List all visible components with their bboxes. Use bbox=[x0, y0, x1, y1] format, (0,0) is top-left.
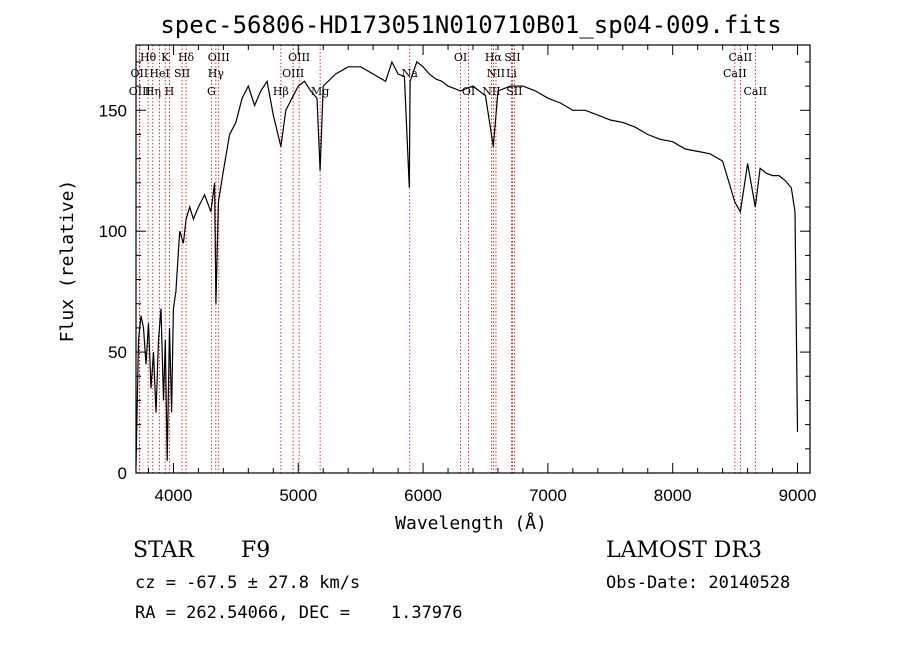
line-label: Li bbox=[506, 67, 517, 80]
line-label: OIII bbox=[282, 67, 304, 80]
line-label: OII bbox=[131, 67, 149, 80]
y-tick-label: 150 bbox=[99, 101, 127, 120]
redshift-value: cz = -67.5 ± 27.8 km/s bbox=[135, 573, 361, 593]
line-label: Mg bbox=[311, 85, 329, 98]
line-label: CaII bbox=[743, 85, 767, 98]
y-tick-label: 50 bbox=[108, 343, 127, 362]
x-tick-label: 6000 bbox=[404, 486, 442, 505]
line-label: OIII bbox=[208, 51, 230, 64]
survey-name: LAMOST DR3 bbox=[606, 538, 762, 563]
line-markers bbox=[138, 45, 756, 473]
line-label: SII bbox=[504, 51, 520, 64]
line-label: OIII bbox=[288, 51, 310, 64]
line-label: NII bbox=[487, 67, 505, 80]
x-axis-label: Wavelength (Å) bbox=[395, 512, 547, 534]
x-tick-label: 8000 bbox=[654, 486, 692, 505]
line-label: Hβ bbox=[273, 85, 289, 98]
line-label: CaII bbox=[723, 67, 747, 80]
line-label: Hα bbox=[485, 51, 503, 64]
line-label: NII bbox=[482, 85, 500, 98]
chart-title: spec-56806-HD173051N010710B01_sp04-009.f… bbox=[160, 11, 781, 39]
line-label: OI bbox=[462, 85, 475, 98]
plot-frame bbox=[135, 44, 811, 474]
line-label: G bbox=[207, 85, 216, 98]
line-label: CaII bbox=[729, 51, 753, 64]
line-label: K bbox=[161, 51, 170, 64]
line-label: Hθ bbox=[140, 51, 157, 64]
line-label: SII bbox=[174, 67, 190, 80]
x-axis-ticks: 4000 5000 6000 7000 8000 9000 bbox=[147, 45, 817, 505]
y-axis-ticks: 0 50 100 150 bbox=[99, 61, 810, 483]
object-class: STAR bbox=[133, 538, 194, 563]
y-tick-label: 0 bbox=[118, 464, 127, 483]
coordinates: RA = 262.54066, DEC = 1.37976 bbox=[135, 603, 463, 623]
line-label: OIII bbox=[129, 85, 151, 98]
line-labels: Hθ OII OIII K HeI Hη Hδ SII H OIII Hγ G OIII OIII Hβ Mg… bbox=[129, 51, 767, 98]
y-axis-label: Flux (relative) bbox=[57, 180, 78, 343]
x-tick-label: 4000 bbox=[155, 486, 193, 505]
line-label: H bbox=[165, 85, 175, 98]
line-label: Hη bbox=[145, 85, 161, 98]
line-label: OI bbox=[454, 51, 467, 64]
y-tick-label: 100 bbox=[99, 222, 127, 241]
line-label: Hδ bbox=[178, 51, 195, 64]
spectrum-line bbox=[135, 60, 799, 466]
line-label: Hγ bbox=[208, 67, 225, 80]
x-tick-label: 5000 bbox=[279, 486, 317, 505]
object-subclass: F9 bbox=[241, 538, 271, 563]
line-label: HeI bbox=[149, 67, 169, 80]
x-tick-label: 7000 bbox=[529, 486, 567, 505]
line-label: SII bbox=[506, 85, 522, 98]
x-tick-label: 9000 bbox=[779, 486, 817, 505]
observation-date: Obs-Date: 20140528 bbox=[606, 573, 791, 593]
